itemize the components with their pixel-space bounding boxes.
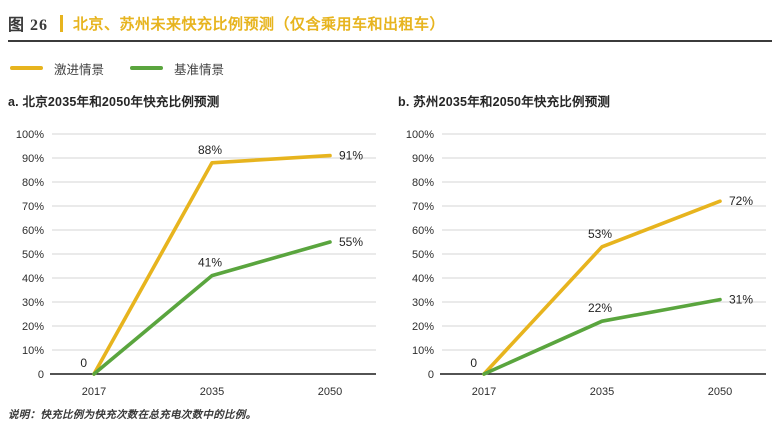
charts-row: a. 北京2035年和2050年快充比例预测 0 10% 20% 30% 40% 50% 6… [8,91,772,404]
chart-canvas-suzhou: 0 10% 20% 30% 40% 50% 60% 70% 80% 90% 100% 2017 2035… [398,112,780,404]
y-axis-tick-label: 70% [412,201,434,213]
data-point-label: 53% [588,227,612,241]
figure-label: 图 26 [8,17,49,34]
data-point-label: 41% [198,256,222,270]
legend-label-aggressive: 激进情景 [54,62,105,77]
series-line [92,153,332,376]
data-point-label: 0 [80,356,87,370]
y-axis-tick-label: 40% [22,273,44,285]
legend-item-aggressive: 激进情景 [10,59,104,78]
chart-beijing: a. 北京2035年和2050年快充比例预测 0 10% 20% 30% 40% 50% 6… [8,91,390,404]
footnote: 说明：快充比例为快充次数在总充电次数中的比例。 [8,410,257,421]
y-axis-tick-label: 100% [16,129,44,141]
x-axis-tick-label: 2035 [590,386,614,398]
y-axis-tick-label: 0 [38,369,44,381]
y-axis-tick-label: 10% [22,345,44,357]
data-point-label: 72% [729,194,753,208]
y-axis-tick-label: 40% [412,273,434,285]
data-point-label: 91% [339,149,363,163]
legend-item-baseline: 基准情景 [130,59,224,78]
legend-swatch-aggressive [10,66,43,70]
x-axis-tick-label: 2035 [200,386,224,398]
chart-title-suzhou: b. 苏州2035年和2050年快充比例预测 [398,95,611,109]
chart-legend: 激进情景 基准情景 [10,59,772,78]
y-axis-tick-label: 90% [22,153,44,165]
x-axis-tick-label: 2050 [318,386,342,398]
data-point-label: 55% [339,235,363,249]
legend-swatch-baseline [130,66,164,70]
data-point-label: 31% [729,293,753,307]
title-separator [60,14,64,32]
data-point-label: 0 [470,356,477,370]
line-chart-svg: 0 10% 20% 30% 40% 50% 60% 70% 80% 90% 100% 2017 2035… [406,129,766,398]
chart-title-beijing: a. 北京2035年和2050年快充比例预测 [8,95,220,109]
y-axis-tick-label: 50% [412,249,434,261]
figure-title: 北京、苏州未来快充比例预测（仅含乘用车和出租车） [73,15,446,33]
y-axis-tick-label: 30% [412,297,434,309]
y-axis-tick-label: 20% [412,321,434,333]
y-axis-tick-label: 10% [412,345,434,357]
data-point-label: 88% [198,143,222,157]
y-axis-tick-label: 50% [22,249,44,261]
y-axis-tick-label: 70% [22,201,44,213]
y-axis-tick-label: 80% [22,177,44,189]
y-axis-tick-label: 60% [22,225,44,237]
y-axis-tick-label: 20% [22,321,44,333]
data-point-label: 22% [588,301,612,315]
figure-header: 图 26 北京、苏州未来快充比例预测（仅含乘用车和出租车） [8,10,772,36]
y-axis-tick-label: 80% [412,177,434,189]
chart-canvas-beijing: 0 10% 20% 30% 40% 50% 60% 70% 80% 90% 100% 2017 2035… [8,112,390,404]
x-axis-tick-label: 2017 [472,386,496,398]
y-axis-tick-label: 90% [412,153,434,165]
y-axis-tick-label: 100% [406,129,434,141]
series-line [92,240,332,376]
header-divider [8,40,772,42]
chart-suzhou: b. 苏州2035年和2050年快充比例预测 0 10% 20% 30% 40% 50% 6… [398,91,780,404]
y-axis-tick-label: 0 [428,369,434,381]
x-axis-tick-label: 2017 [82,386,106,398]
series-line [482,297,722,376]
y-axis-tick-label: 30% [22,297,44,309]
y-axis-tick-label: 60% [412,225,434,237]
x-axis-tick-label: 2050 [708,386,732,398]
legend-label-baseline: 基准情景 [174,62,225,77]
series-line [482,199,722,376]
line-chart-svg: 0 10% 20% 30% 40% 50% 60% 70% 80% 90% 100% 2017 2035… [16,129,376,398]
